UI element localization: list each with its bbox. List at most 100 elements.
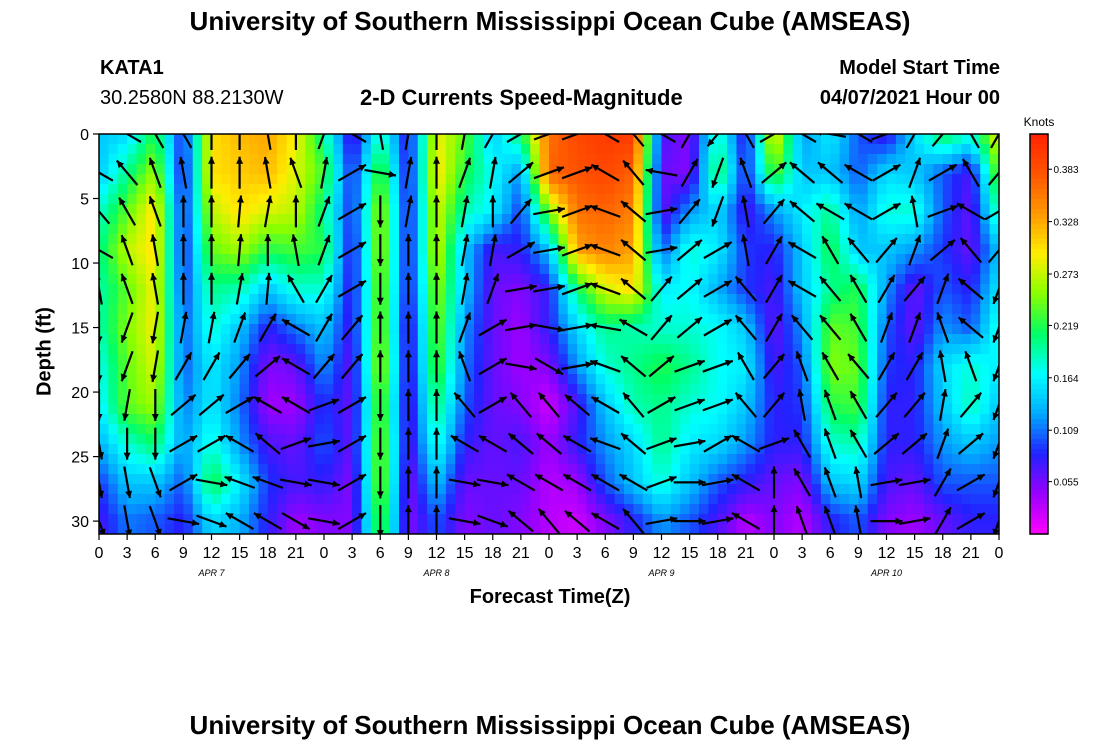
heatmap-cell (717, 484, 728, 495)
heatmap-cell (239, 334, 250, 345)
heatmap-cell (952, 234, 963, 245)
heatmap-cell (417, 514, 428, 525)
heatmap-cell (549, 494, 559, 505)
heatmap-cell (99, 194, 109, 205)
heatmap-cell (277, 384, 288, 395)
heatmap-cell (464, 304, 475, 315)
heatmap-cell (745, 254, 756, 265)
current-arrow (196, 514, 227, 528)
heatmap-cell (745, 184, 756, 195)
current-arrow (590, 396, 620, 414)
heatmap-cell (708, 274, 719, 285)
current-arrow (562, 473, 592, 492)
heatmap-cell (249, 344, 259, 355)
heatmap-cell (361, 394, 372, 405)
heatmap-cell (886, 234, 897, 245)
heatmap-cell (220, 454, 231, 465)
heatmap-cell (802, 524, 813, 534)
heatmap-cell (155, 274, 166, 285)
heatmap-cell (605, 154, 616, 165)
heatmap-cell (914, 264, 925, 275)
heatmap-cell (220, 364, 231, 375)
heatmap-cell (661, 364, 672, 375)
heatmap-cell (408, 204, 419, 215)
heatmap-cell (502, 434, 513, 445)
heatmap-cell (867, 424, 878, 435)
heatmap-cell (633, 384, 644, 395)
heatmap-cell (755, 274, 766, 285)
heatmap-cell (849, 184, 859, 195)
current-arrow (448, 478, 481, 488)
heatmap-cell (867, 234, 878, 245)
heatmap-cell (192, 384, 203, 395)
heatmap-cell (286, 334, 297, 345)
heatmap-cell (530, 374, 541, 385)
heatmap-cell (633, 434, 644, 445)
heatmap-cell (370, 174, 381, 185)
heatmap-cell (267, 474, 278, 485)
heatmap-cell (830, 364, 841, 375)
heatmap-cell (914, 424, 925, 435)
heatmap-cell (305, 484, 316, 495)
station-id: KATA1 (100, 57, 164, 79)
heatmap-cell (211, 174, 222, 185)
heatmap-cell (961, 154, 972, 165)
heatmap-cell (717, 244, 728, 255)
heatmap-cell (305, 134, 316, 145)
heatmap-cell (539, 244, 550, 255)
heatmap-cell (905, 394, 916, 405)
heatmap-cell (342, 434, 353, 445)
heatmap-cell (202, 364, 213, 375)
heatmap-cell (230, 134, 241, 145)
heatmap-cell (764, 224, 775, 235)
arrow-head (331, 398, 339, 406)
heatmap-cell (717, 254, 728, 265)
heatmap-cell (614, 504, 625, 515)
heatmap-cell (858, 414, 869, 425)
arrow-head (236, 156, 244, 164)
heatmap-cell (417, 494, 428, 505)
heatmap-cell (445, 254, 456, 265)
heatmap-cell (492, 464, 503, 475)
arrow-head (498, 358, 507, 365)
heatmap-cell (558, 154, 569, 165)
heatmap-cell (230, 444, 241, 455)
heatmap-cell (811, 354, 822, 365)
heatmap-cell (952, 374, 963, 385)
heatmap-cell (286, 214, 297, 225)
heatmap-cell (399, 424, 409, 435)
heatmap-cell (605, 284, 616, 295)
heatmap-cell (830, 184, 841, 195)
heatmap-cell (942, 434, 953, 445)
heatmap-cell (764, 514, 775, 525)
current-arrow (765, 235, 783, 265)
arrow-head (99, 451, 104, 460)
heatmap-cell (239, 394, 250, 405)
heatmap-cell (567, 344, 578, 355)
heatmap-cell (117, 354, 128, 365)
heatmap-cell (727, 144, 738, 155)
heatmap-cell (380, 424, 391, 435)
arrow-head (944, 507, 951, 516)
arrow-head (619, 319, 628, 327)
heatmap-cell (839, 164, 850, 175)
current-arrow (564, 509, 591, 533)
heatmap-cell (727, 254, 738, 265)
heatmap-cell (183, 194, 194, 205)
current-arrow (124, 134, 142, 143)
heatmap-cell (464, 134, 475, 145)
x-axis: 0 3 6 9 12 15 18 21 0 3 6 9 12 15 18 21 0 3 6 9 12 15 18 21 0 3 6 9… (95, 534, 1004, 578)
heatmap-cell (605, 224, 616, 235)
heatmap-cell (820, 174, 831, 185)
current-arrow (877, 274, 896, 304)
heatmap-cell (811, 284, 822, 295)
heatmap-cell (370, 314, 381, 325)
heatmap-cell (464, 324, 475, 335)
heatmap-cell (492, 364, 503, 375)
current-arrow (488, 234, 498, 267)
heatmap-cell (192, 324, 203, 335)
heatmap-cell (699, 424, 709, 435)
heatmap-cell (342, 384, 353, 395)
heatmap-cell (314, 434, 325, 445)
heatmap-cell (502, 284, 513, 295)
